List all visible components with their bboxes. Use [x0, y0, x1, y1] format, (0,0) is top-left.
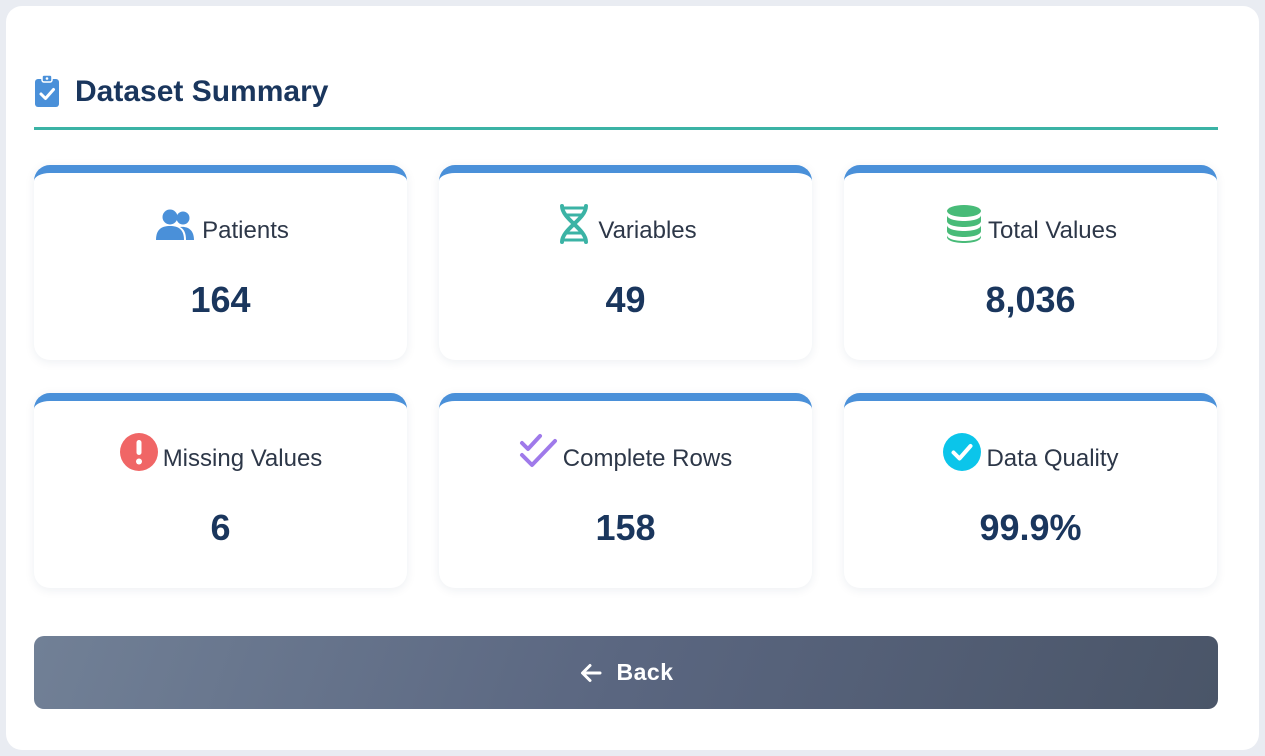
check-circle-icon	[943, 433, 982, 471]
stat-value: 158	[595, 507, 656, 548]
stat-value: 164	[190, 279, 251, 320]
stat-value: 8,036	[985, 279, 1076, 320]
back-button-label: Back	[616, 659, 674, 685]
stat-label: Complete Rows	[562, 445, 733, 472]
stat-value: 49	[605, 279, 646, 320]
stat-card-variables: Variables 49	[439, 165, 812, 360]
stat-label: Variables	[598, 217, 697, 244]
stat-card-complete-rows: Complete Rows 158	[439, 393, 812, 588]
summary-header: Dataset Summary	[34, 72, 1218, 130]
stat-label: Missing Values	[162, 445, 323, 472]
users-icon	[156, 209, 195, 240]
stats-grid: Patients 164 Variables 49 To	[34, 165, 1218, 588]
stat-value: 99.9%	[979, 507, 1082, 548]
stat-label: Data Quality	[986, 445, 1119, 472]
stat-card-total-values: Total Values 8,036	[844, 165, 1217, 360]
arrow-left-icon	[580, 663, 601, 682]
exclamation-circle-icon	[119, 433, 158, 471]
stat-card-missing-values: Missing Values 6	[34, 393, 407, 588]
database-icon	[947, 205, 982, 243]
stat-label: Total Values	[988, 217, 1117, 244]
stat-card-data-quality: Data Quality 99.9%	[844, 393, 1217, 588]
page-title: Dataset Summary	[75, 75, 329, 108]
back-button[interactable]: Back	[34, 636, 1218, 709]
stat-label: Patients	[202, 217, 289, 244]
dna-icon	[560, 204, 589, 244]
summary-panel	[6, 6, 1259, 750]
stat-card-patients: Patients 164	[34, 165, 407, 360]
double-check-icon	[519, 434, 557, 467]
stat-value: 6	[210, 507, 231, 548]
clipboard-check-icon	[35, 74, 59, 107]
